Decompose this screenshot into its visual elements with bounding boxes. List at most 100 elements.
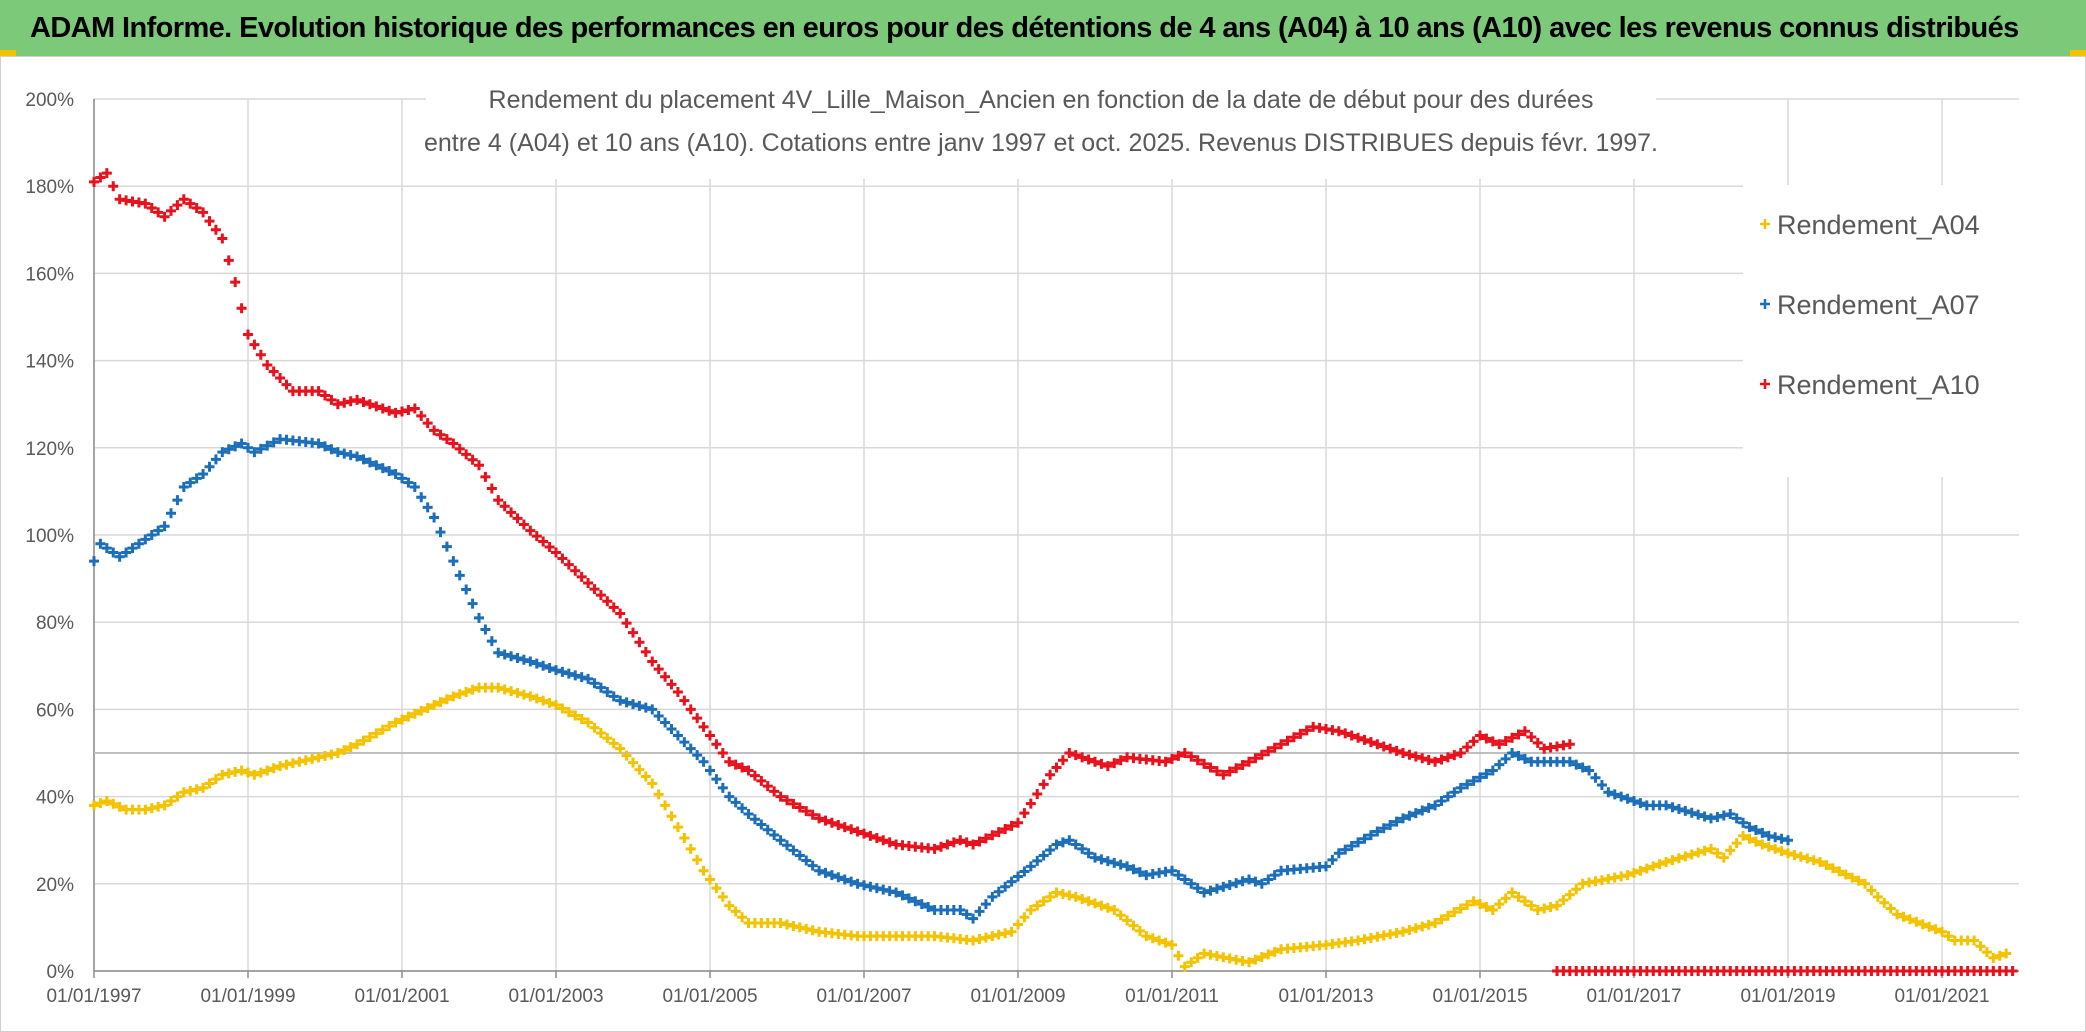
data-point [1237, 759, 1248, 770]
data-point [461, 584, 472, 595]
data-point [1385, 743, 1396, 754]
data-point [448, 556, 459, 567]
data-point [743, 765, 754, 776]
data-point [1558, 895, 1569, 906]
data-point [782, 840, 792, 851]
data-point [422, 702, 433, 713]
data-point [1475, 772, 1485, 783]
data-point [377, 724, 388, 735]
data-point [1417, 921, 1428, 932]
data-point [416, 410, 427, 421]
data-point [223, 444, 234, 455]
data-point [1141, 931, 1152, 942]
x-tick-label: 01/01/2021 [1894, 986, 1989, 1007]
data-point [1513, 729, 1524, 740]
data-point [762, 781, 773, 792]
data-point [448, 691, 459, 702]
data-point [1564, 739, 1575, 750]
data-point [1712, 848, 1723, 859]
data-point [1449, 907, 1460, 918]
data-point [243, 767, 253, 778]
data-point [95, 538, 106, 549]
data-point [724, 791, 735, 802]
data-point [1205, 885, 1216, 896]
data-point [1134, 925, 1145, 936]
data-point [1673, 853, 1684, 864]
x-tick-label: 01/01/2009 [970, 986, 1065, 1007]
data-point [397, 473, 407, 484]
data-point [429, 700, 440, 711]
data-point [512, 687, 523, 698]
data-point [1526, 732, 1537, 743]
data-point [1924, 921, 1935, 932]
data-point [640, 702, 651, 713]
legend-item-A04: Rendement_A04 [1760, 210, 1980, 240]
data-point [583, 673, 594, 684]
data-point [544, 697, 555, 708]
data-point [1699, 845, 1710, 856]
data-point [525, 656, 536, 667]
data-point [493, 495, 504, 506]
data-point [249, 339, 260, 350]
data-point [1211, 766, 1222, 777]
data-point [493, 682, 504, 693]
data-point [1025, 861, 1036, 872]
data-point [185, 198, 196, 209]
data-point [1795, 851, 1806, 862]
data-point [204, 461, 215, 472]
data-point [474, 612, 484, 623]
data-point [1481, 768, 1492, 779]
data-point [345, 742, 356, 753]
data-point [518, 654, 529, 665]
data-point [2007, 966, 2018, 976]
data-point [1680, 851, 1691, 862]
data-point [1186, 957, 1197, 968]
data-point [1577, 762, 1588, 773]
data-point [1128, 864, 1139, 875]
data-point [1584, 765, 1595, 776]
data-point [570, 565, 581, 576]
data-point [807, 809, 818, 820]
data-point [1564, 889, 1575, 900]
legend-marker [1760, 219, 1770, 229]
data-point [467, 684, 478, 695]
data-point [1410, 923, 1421, 934]
data-point [1507, 887, 1518, 898]
data-point [1025, 904, 1036, 915]
data-point [364, 457, 375, 468]
data-point [1442, 791, 1453, 802]
data-point [1045, 769, 1056, 780]
data-point [1000, 881, 1011, 892]
data-point [1911, 916, 1922, 927]
data-point [172, 791, 183, 802]
data-point [1718, 852, 1729, 863]
data-point [551, 665, 561, 676]
data-point [461, 449, 472, 460]
data-point [101, 543, 112, 554]
data-point [1179, 961, 1190, 972]
data-point [814, 865, 825, 876]
data-point [1455, 748, 1466, 758]
data-point [313, 438, 324, 449]
data-point [1115, 910, 1126, 921]
data-point [788, 798, 799, 809]
data-point [679, 737, 690, 748]
data-point [1494, 759, 1505, 770]
data-point [1975, 941, 1986, 952]
data-point [801, 806, 812, 817]
data-point [454, 689, 465, 700]
data-point [987, 891, 998, 902]
x-tick-label: 01/01/2015 [1432, 986, 1527, 1007]
data-point [1943, 931, 1954, 942]
data-point [409, 708, 420, 719]
data-point [551, 700, 561, 711]
data-point [865, 830, 876, 841]
data-point [1404, 925, 1415, 936]
data-point [1250, 753, 1261, 764]
data-point [499, 501, 510, 512]
data-point [640, 646, 651, 657]
data-point [1013, 817, 1023, 828]
data-point [1115, 859, 1126, 870]
data-point [236, 438, 247, 449]
data-point [230, 441, 241, 452]
